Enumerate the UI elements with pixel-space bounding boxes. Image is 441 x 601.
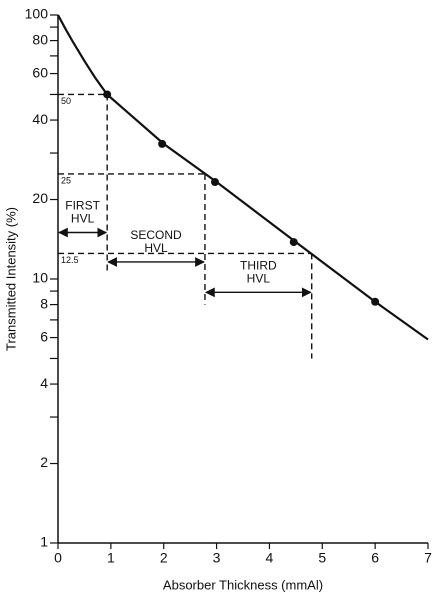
data-point (210, 178, 219, 187)
y-tick-label: 80 (32, 31, 48, 47)
y-tick-label: 100 (25, 6, 49, 22)
y-tick-label: 1 (40, 534, 48, 550)
data-point (371, 297, 380, 306)
data-point (103, 90, 112, 99)
x-tick-label: 4 (266, 550, 274, 566)
x-tick-label: 1 (107, 550, 115, 566)
hvl-label: FIRST (65, 199, 100, 213)
y-tick-label: 20 (32, 190, 48, 206)
hvl-label: SECOND (130, 228, 182, 242)
hvl-label: HVL (247, 272, 271, 286)
hvl-level-label: 25 (61, 175, 71, 185)
x-tick-label: 0 (54, 550, 62, 566)
x-tick-label: 2 (160, 550, 168, 566)
y-tick-label: 60 (32, 64, 48, 80)
data-point (289, 238, 298, 247)
data-point (158, 139, 167, 148)
hvl-level-label: 12.5 (61, 255, 79, 265)
y-tick-label: 10 (32, 270, 48, 286)
hvl-label: HVL (71, 212, 95, 226)
x-tick-label: 6 (371, 550, 379, 566)
x-tick-label: 7 (424, 550, 432, 566)
hvl-label: HVL (144, 241, 168, 255)
hvl-label: THIRD (240, 259, 277, 273)
y-tick-label: 40 (32, 111, 48, 127)
y-tick-label: 4 (40, 375, 48, 391)
y-tick-label: 6 (40, 328, 48, 344)
y-axis-label: Transmitted Intensity (%) (3, 207, 18, 351)
curve (57, 14, 429, 341)
y-tick-label: 8 (40, 295, 48, 311)
y-tick-label: 2 (40, 454, 48, 470)
x-tick-label: 3 (213, 550, 221, 566)
x-tick-label: 5 (318, 550, 326, 566)
hvl-level-label: 50 (61, 96, 71, 106)
x-axis-label: Absorber Thickness (mmAl) (163, 577, 323, 592)
